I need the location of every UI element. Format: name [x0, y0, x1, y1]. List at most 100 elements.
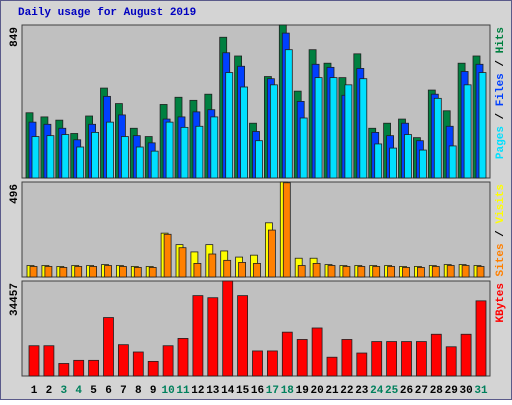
bar — [193, 263, 202, 278]
x-tick-label: 6 — [105, 385, 112, 397]
bar — [329, 77, 338, 179]
bar — [311, 327, 323, 377]
bar — [121, 136, 129, 179]
x-tick-label: 27 — [415, 385, 428, 397]
legend-separator: / — [495, 224, 507, 244]
x-tick-label: 25 — [385, 385, 399, 397]
x-tick-label: 2 — [46, 385, 53, 397]
bar — [267, 229, 276, 278]
bar — [312, 263, 321, 278]
bar — [237, 295, 249, 377]
bar — [223, 259, 232, 278]
bar — [104, 265, 112, 278]
bar — [253, 263, 261, 278]
bar — [461, 265, 470, 278]
legend-entry: Sites — [495, 243, 507, 276]
legend: KBytes — [495, 283, 507, 323]
bar — [118, 344, 129, 377]
x-tick-label: 16 — [251, 385, 264, 397]
bar — [74, 266, 83, 278]
bar — [44, 266, 53, 278]
bar — [356, 352, 368, 377]
bar — [29, 266, 38, 278]
legend-entry: Visits — [495, 184, 507, 224]
bar — [43, 345, 55, 377]
x-tick-label: 10 — [161, 385, 174, 397]
bar — [103, 317, 114, 377]
bar — [463, 84, 472, 179]
bar — [255, 140, 263, 179]
bar — [28, 345, 40, 377]
x-tick-label: 9 — [150, 385, 157, 397]
bar — [460, 333, 472, 377]
bar — [372, 266, 381, 278]
y-tick-label: 496 — [9, 184, 21, 204]
legend-separator: / — [495, 106, 507, 126]
bar — [326, 356, 338, 377]
x-tick-label: 23 — [355, 385, 369, 397]
bar — [135, 146, 144, 179]
bar — [401, 341, 412, 377]
x-tick-label: 14 — [221, 385, 235, 397]
y-tick-label: 849 — [9, 27, 21, 47]
bar — [389, 147, 398, 179]
x-tick-label: 1 — [31, 385, 38, 397]
bar — [418, 149, 427, 179]
bar — [314, 77, 323, 179]
x-tick-label: 18 — [281, 385, 295, 397]
bar — [240, 86, 249, 179]
bar — [106, 121, 114, 179]
bar — [252, 350, 263, 377]
x-tick-label: 8 — [135, 385, 142, 397]
bar — [238, 262, 247, 278]
bar — [119, 266, 127, 278]
x-tick-label: 4 — [75, 385, 82, 397]
chart-title: Daily usage for August 2019 — [18, 7, 196, 19]
bar — [430, 333, 442, 377]
x-tick-label: 15 — [236, 385, 250, 397]
legend: Pages / Files / Hits — [495, 27, 507, 159]
bar — [61, 134, 70, 179]
bar — [374, 143, 383, 179]
bar — [371, 341, 383, 377]
legend: Sites / Visits — [495, 184, 507, 276]
x-tick-label: 13 — [206, 385, 220, 397]
bar — [416, 267, 425, 278]
bar — [91, 132, 99, 179]
bar — [475, 300, 487, 377]
x-tick-label: 19 — [296, 385, 309, 397]
x-tick-label: 26 — [400, 385, 413, 397]
x-tick-label: 3 — [60, 385, 67, 397]
bar — [150, 150, 159, 179]
bar — [359, 78, 368, 179]
bar — [296, 339, 308, 377]
bar — [163, 233, 172, 278]
bar — [222, 280, 234, 377]
bar — [31, 136, 40, 179]
bar — [297, 265, 306, 278]
bar — [207, 297, 219, 377]
bar — [195, 125, 204, 179]
bar — [148, 267, 157, 278]
bar — [46, 135, 55, 179]
bar — [344, 84, 353, 179]
x-tick-label: 30 — [459, 385, 472, 397]
bar — [448, 145, 457, 179]
x-tick-label: 24 — [370, 385, 384, 397]
bar — [208, 253, 217, 278]
bar — [192, 295, 204, 377]
y-tick-label: 34457 — [9, 283, 21, 316]
bar — [177, 338, 189, 377]
bar — [431, 266, 440, 278]
bar — [386, 341, 398, 377]
bar — [415, 341, 427, 377]
bar — [387, 266, 396, 278]
bar — [88, 359, 99, 377]
bar — [132, 351, 144, 377]
x-tick-label: 7 — [120, 385, 127, 397]
x-tick-label: 12 — [191, 385, 204, 397]
bar — [162, 345, 174, 377]
bar — [266, 350, 278, 377]
